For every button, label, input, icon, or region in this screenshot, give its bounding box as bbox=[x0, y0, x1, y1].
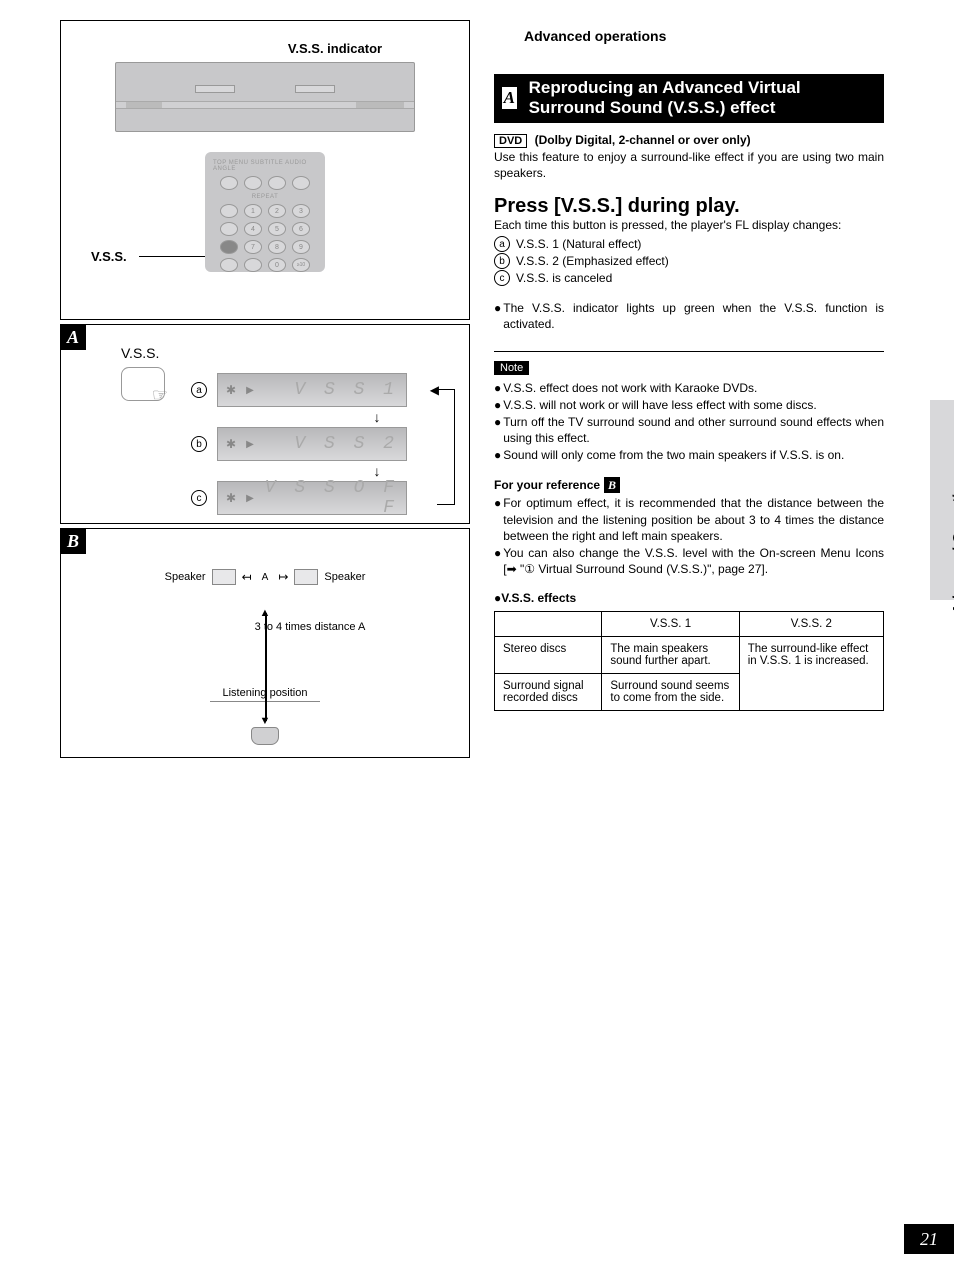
press-options: a V.S.S. 1 (Natural effect) b V.S.S. 2 (Em… bbox=[494, 236, 884, 286]
reference-header: For your reference B bbox=[494, 477, 884, 493]
loop-line bbox=[437, 389, 455, 505]
opt-b-text: V.S.S. 2 (Emphasized effect) bbox=[516, 254, 669, 268]
note-list: ●V.S.S. effect does not work with Karaok… bbox=[494, 380, 884, 464]
option-c-icon: c bbox=[191, 490, 207, 506]
merged-cell: The surround-like effect in V.S.S. 1 is … bbox=[739, 637, 883, 711]
speaker-left-label: Speaker bbox=[165, 571, 206, 583]
speaker-right-icon bbox=[294, 569, 318, 585]
remote-top-labels: TOP MENU SUBTITLE AUDIO ANGLE bbox=[213, 160, 317, 172]
fl-display-a: ✱ ▶ V S S 1 bbox=[217, 373, 407, 407]
reference-badge-b: B bbox=[604, 477, 620, 493]
dvd-note: (Dolby Digital, 2-channel or over only) bbox=[535, 133, 751, 147]
effects-header: ●V.S.S. effects bbox=[494, 591, 884, 605]
banner-title: Reproducing an Advanced Virtual Surround… bbox=[529, 78, 876, 119]
seat-icon bbox=[251, 727, 279, 745]
row1-head: Stereo discs bbox=[495, 637, 602, 674]
box-b-label: B bbox=[60, 528, 86, 554]
vss-button-icon: ☞ bbox=[121, 367, 165, 401]
page-number: 21 bbox=[904, 1224, 954, 1254]
fl-display-c: ✱▶ V S S O F F bbox=[217, 481, 407, 515]
speaker-left-icon bbox=[212, 569, 236, 585]
remote-repeat: REPEAT bbox=[252, 194, 279, 200]
loop-arrow-icon: ◀ bbox=[430, 383, 439, 397]
figure-b: B Speaker ↤ A ↦ Speaker ▲ ▼ 3 to 4 times… bbox=[60, 528, 470, 758]
banner-badge-a: A bbox=[502, 87, 517, 109]
effects-table: V.S.S. 1 V.S.S. 2 Stereo discs The main … bbox=[494, 611, 884, 711]
note-3: Turn off the TV surround sound and other… bbox=[503, 414, 884, 446]
ref-2: You can also change the V.S.S. level wit… bbox=[503, 545, 884, 577]
opt-a-text: V.S.S. 1 (Natural effect) bbox=[516, 237, 641, 251]
figure-top: V.S.S. indicator V.S.S. TOP MENU SUBTITL… bbox=[60, 20, 470, 320]
down-arrow-icon: ▼ bbox=[260, 715, 271, 727]
note-1: V.S.S. effect does not work with Karaoke… bbox=[503, 380, 757, 396]
fl-text-c: V S S O F F bbox=[264, 478, 398, 518]
vss-pointer-label: V.S.S. bbox=[91, 249, 127, 264]
dvd-badge: DVD bbox=[494, 134, 527, 148]
row2-c1: Surround sound seems to come from the si… bbox=[602, 674, 739, 711]
row1-c1: The main speakers sound further apart. bbox=[602, 637, 739, 674]
col-blank bbox=[495, 612, 602, 637]
player-illustration bbox=[115, 62, 415, 132]
hand-icon: ☞ bbox=[152, 385, 168, 406]
box-a-label: A bbox=[60, 324, 86, 350]
speaker-right-label: Speaker bbox=[324, 571, 365, 583]
fl-display-b: ✱▶ V S S 2 bbox=[217, 427, 407, 461]
reference-title: For your reference bbox=[494, 478, 600, 492]
fl-text-b: V S S 2 bbox=[264, 434, 398, 454]
option-b-icon: b bbox=[191, 436, 207, 452]
dimension-a: A bbox=[262, 572, 269, 583]
note-badge: Note bbox=[494, 361, 529, 375]
play-icon: ▶ bbox=[246, 385, 254, 396]
fl-text-a: V S S 1 bbox=[264, 380, 398, 400]
ref-1: For optimum effect, it is recommended th… bbox=[503, 495, 884, 544]
figure-a: A V.S.S. ☞ a ✱ ▶ V S S 1 ↓ b bbox=[60, 324, 470, 524]
reference-list: ●For optimum effect, it is recommended t… bbox=[494, 495, 884, 577]
remote-illustration: TOP MENU SUBTITLE AUDIO ANGLE REPEAT 123… bbox=[205, 152, 325, 272]
opt-c-text: V.S.S. is canceled bbox=[516, 271, 612, 285]
opt-b-icon: b bbox=[494, 253, 510, 269]
distance-line bbox=[265, 613, 267, 721]
note-2: V.S.S. will not work or will have less e… bbox=[503, 397, 816, 413]
indicator-label: V.S.S. indicator bbox=[221, 41, 449, 56]
dvd-line: DVD (Dolby Digital, 2-channel or over on… bbox=[494, 133, 884, 147]
divider bbox=[494, 351, 884, 352]
title-banner: A Reproducing an Advanced Virtual Surrou… bbox=[494, 74, 884, 123]
col-vss2: V.S.S. 2 bbox=[739, 612, 883, 637]
intro-text: Use this feature to enjoy a surround-lik… bbox=[494, 149, 884, 181]
box-a-title: V.S.S. bbox=[121, 345, 449, 361]
press-sub: Each time this button is pressed, the pl… bbox=[494, 218, 884, 232]
down-arrow-icon: ↓ bbox=[301, 409, 453, 425]
right-column: Advanced operations A Reproducing an Adv… bbox=[494, 20, 924, 762]
left-column: V.S.S. indicator V.S.S. TOP MENU SUBTITL… bbox=[60, 20, 470, 762]
side-tab-text: Advanced Operations bbox=[950, 470, 954, 615]
note-4: Sound will only come from the two main s… bbox=[503, 447, 844, 463]
vss-icon: ✱ bbox=[226, 383, 236, 397]
row2-head: Surround signal recorded discs bbox=[495, 674, 602, 711]
indicator-note: The V.S.S. indicator lights up green whe… bbox=[503, 300, 884, 332]
col-vss1: V.S.S. 1 bbox=[602, 612, 739, 637]
opt-a-icon: a bbox=[494, 236, 510, 252]
distance-label: 3 to 4 times distance A bbox=[171, 621, 449, 633]
page-root: V.S.S. indicator V.S.S. TOP MENU SUBTITL… bbox=[0, 0, 954, 762]
opt-c-icon: c bbox=[494, 270, 510, 286]
down-arrow-icon: ↓ bbox=[301, 463, 453, 479]
press-title: Press [V.S.S.] during play. bbox=[494, 195, 884, 218]
section-header: Advanced operations bbox=[494, 20, 884, 74]
option-a-icon: a bbox=[191, 382, 207, 398]
